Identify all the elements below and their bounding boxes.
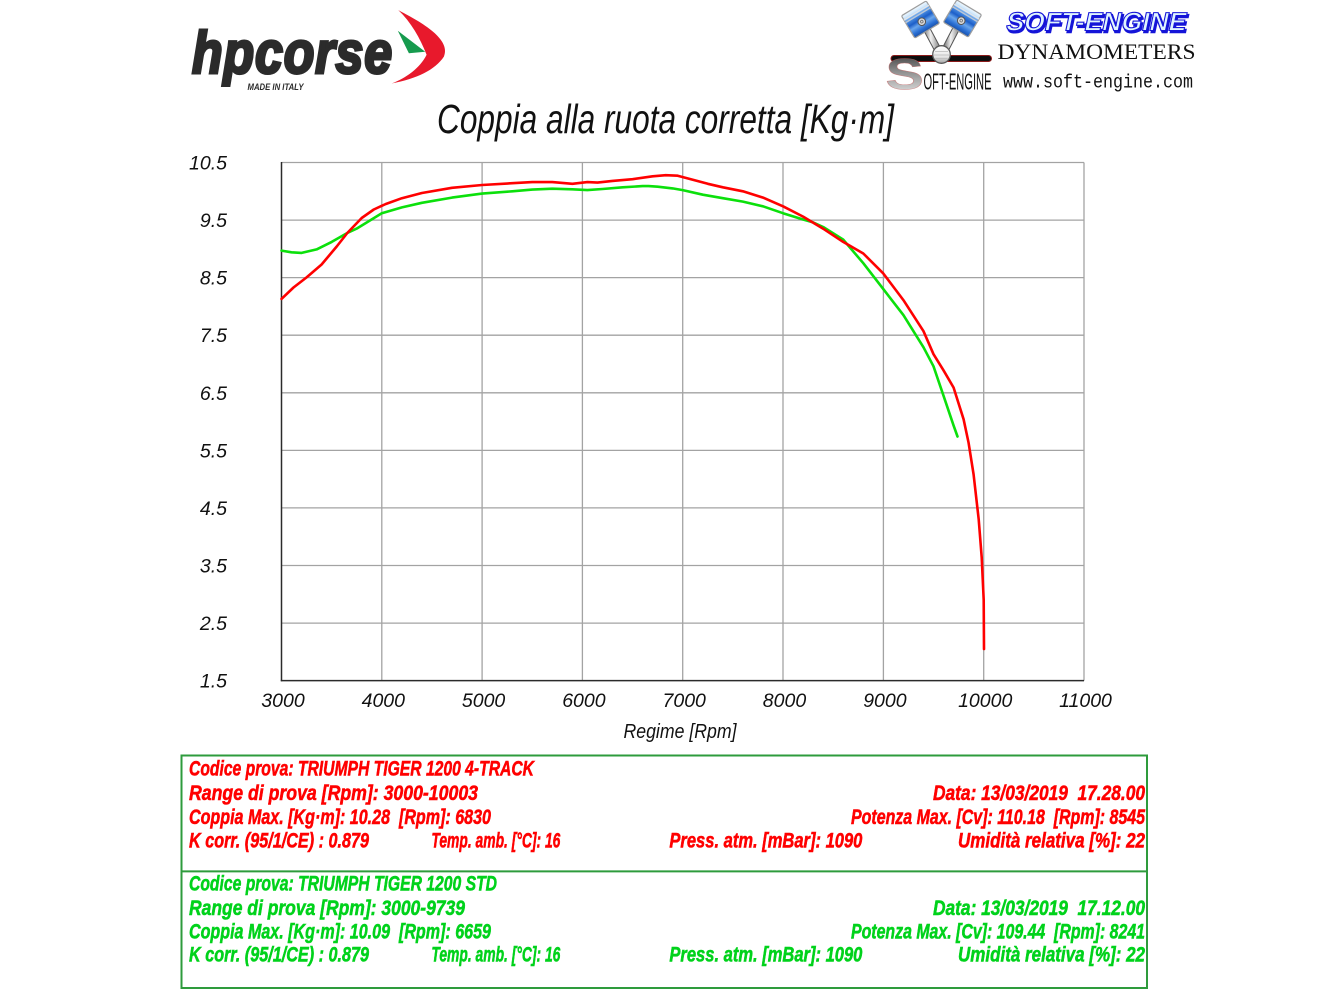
svg-text:5.5: 5.5	[200, 440, 227, 462]
svg-text:OFT-ENGINE: OFT-ENGINE	[924, 69, 992, 95]
svg-text:Range di prova [Rpm]: 3000-973: Range di prova [Rpm]: 3000-9739	[189, 896, 465, 920]
svg-text:4000: 4000	[362, 690, 406, 712]
svg-text:MADE IN ITALY: MADE IN ITALY	[248, 82, 305, 92]
svg-text:6000: 6000	[562, 690, 606, 712]
svg-text:Press. atm. [mBar]: 1090: Press. atm. [mBar]: 1090	[669, 943, 862, 967]
svg-text:www.soft-engine.com: www.soft-engine.com	[1003, 71, 1193, 93]
svg-text:Coppia alla ruota corretta [Kg: Coppia alla ruota corretta [Kg·m]	[437, 96, 895, 142]
svg-text:4.5: 4.5	[200, 498, 227, 520]
svg-text:SOFT-ENGINE: SOFT-ENGINE	[1004, 7, 1190, 37]
svg-text:K corr. (95/1/CE) : 0.879: K corr. (95/1/CE) : 0.879	[189, 828, 369, 852]
svg-text:K corr. (95/1/CE) : 0.879: K corr. (95/1/CE) : 0.879	[189, 943, 369, 967]
svg-text:Temp. amb. [°C]: 16: Temp. amb. [°C]: 16	[431, 828, 561, 852]
svg-text:Codice prova: TRIUMPH TIGER 12: Codice prova: TRIUMPH TIGER 1200 4-TRACK	[189, 756, 535, 780]
svg-text:Potenza Max. [Cv]: 110.18 [Rp: Potenza Max. [Cv]: 110.18 [Rpm]: 8545	[851, 805, 1146, 829]
svg-text:3000: 3000	[261, 690, 305, 712]
svg-text:DYNAMOMETERS: DYNAMOMETERS	[998, 39, 1196, 64]
svg-text:7000: 7000	[663, 690, 707, 712]
svg-text:Codice prova: TRIUMPH TIGER 12: Codice prova: TRIUMPH TIGER 1200 STD	[189, 871, 497, 895]
svg-text:SOFT-ENGINE: SOFT-ENGINE	[1005, 9, 1191, 39]
svg-text:hpcorse: hpcorse	[192, 19, 393, 86]
svg-text:8000: 8000	[763, 690, 807, 712]
svg-text:10.5: 10.5	[189, 153, 227, 175]
svg-text:Data: 13/03/2019 17.28.00: Data: 13/03/2019 17.28.00	[933, 781, 1145, 805]
svg-text:8.5: 8.5	[200, 268, 227, 290]
svg-text:6.5: 6.5	[200, 383, 227, 405]
svg-text:1.5: 1.5	[200, 671, 227, 693]
svg-text:3.5: 3.5	[200, 556, 227, 578]
svg-text:Umidità relativa [%]: 22: Umidità relativa [%]: 22	[958, 828, 1145, 852]
svg-text:9000: 9000	[863, 690, 907, 712]
svg-text:10000: 10000	[958, 690, 1012, 712]
svg-text:2.5: 2.5	[199, 613, 227, 635]
svg-text:Coppia Max. [Kg·m]: 10.28 [Rp: Coppia Max. [Kg·m]: 10.28 [Rpm]: 6830	[189, 805, 491, 829]
svg-text:Regime [Rpm]: Regime [Rpm]	[624, 720, 738, 743]
svg-text:Umidità relativa [%]: 22: Umidità relativa [%]: 22	[958, 943, 1145, 967]
svg-text:Range di prova [Rpm]: 3000-100: Range di prova [Rpm]: 3000-10003	[189, 781, 478, 805]
svg-text:5000: 5000	[462, 690, 506, 712]
svg-text:Data: 13/03/2019 17.12.00: Data: 13/03/2019 17.12.00	[933, 896, 1145, 920]
svg-text:Temp. amb. [°C]: 16: Temp. amb. [°C]: 16	[431, 943, 561, 967]
svg-text:11000: 11000	[1059, 690, 1112, 712]
svg-text:Potenza Max. [Cv]: 109.44 [Rp: Potenza Max. [Cv]: 109.44 [Rpm]: 8241	[851, 920, 1145, 944]
svg-text:S: S	[886, 50, 924, 99]
svg-text:7.5: 7.5	[200, 325, 227, 347]
svg-text:Press. atm. [mBar]: 1090: Press. atm. [mBar]: 1090	[669, 828, 862, 852]
svg-text:Coppia Max. [Kg·m]: 10.09 [Rp: Coppia Max. [Kg·m]: 10.09 [Rpm]: 6659	[189, 920, 491, 944]
svg-text:9.5: 9.5	[200, 210, 227, 232]
